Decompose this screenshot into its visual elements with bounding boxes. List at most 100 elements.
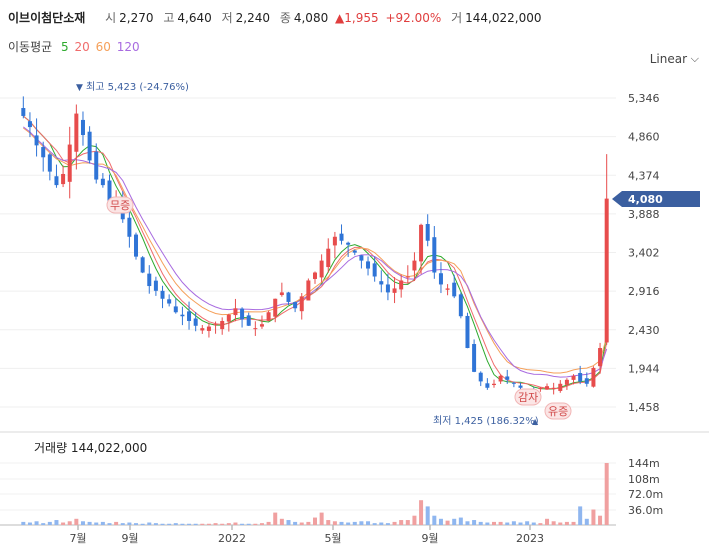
event-badge-1[interactable]: 무증 xyxy=(106,196,134,214)
stock-name: 이브이첨단소재 xyxy=(8,11,86,25)
volume-bar xyxy=(67,521,72,525)
candle-body xyxy=(226,314,231,322)
candle-body xyxy=(293,302,298,309)
volume-bar xyxy=(273,512,278,525)
volume-bar xyxy=(299,522,304,525)
volume-bar xyxy=(339,521,344,525)
max-annotation: ▼ 최고 5,423 (-24.76%) xyxy=(76,81,189,93)
scale-toggle[interactable]: Linear xyxy=(649,52,687,66)
change-percent: +92.00% xyxy=(385,11,442,25)
volume-bar xyxy=(127,522,132,525)
candle-body xyxy=(392,288,397,293)
volume-bar xyxy=(472,520,477,525)
candle-body xyxy=(259,324,264,327)
candle-body xyxy=(584,378,589,384)
candle-body xyxy=(558,383,563,391)
y-tick-label: 5,346 xyxy=(628,92,660,105)
candle-body xyxy=(425,224,430,241)
candle-body xyxy=(491,383,496,386)
volume-bar xyxy=(551,521,556,525)
candle-body xyxy=(153,280,158,291)
candle-body xyxy=(366,261,371,269)
volume-bar xyxy=(259,523,264,525)
volume-bar xyxy=(359,521,364,525)
volume-bar xyxy=(61,522,66,525)
open-label: 시 xyxy=(105,11,117,25)
volume-bar xyxy=(54,520,59,525)
candle-body xyxy=(326,248,331,268)
candle-body xyxy=(598,348,603,367)
candle-body xyxy=(140,257,145,273)
min-annotation: 최저 1,425 (186.32%) ▲ xyxy=(433,415,539,427)
y-axis: 1,458 1,944 2,430 2,916 3,402 3,888 4,374 4,860… xyxy=(628,92,660,414)
candle-body xyxy=(100,178,105,186)
candle-body xyxy=(313,272,317,279)
volume-bar xyxy=(193,523,198,525)
candle-body xyxy=(485,383,490,388)
min-annotation-label: 최저 1,425 (186.32%) xyxy=(433,415,539,427)
ma-120-label: 120 xyxy=(116,40,140,54)
volume-bar xyxy=(153,523,158,525)
y-tick-label: 3,888 xyxy=(628,208,660,221)
candle-body xyxy=(147,273,152,287)
volume-bars xyxy=(21,463,609,525)
volume-bar xyxy=(604,463,609,525)
candle-body xyxy=(372,263,377,277)
low-label: 저 xyxy=(221,11,233,25)
volume-bar xyxy=(180,523,185,525)
volume-bar xyxy=(332,521,337,525)
candle-body xyxy=(87,131,92,161)
volume-bar xyxy=(571,521,576,525)
volume-bar xyxy=(405,520,410,525)
candle-body xyxy=(206,326,211,331)
x-axis: 7월 9월 2022 5월 9월 2023 xyxy=(0,524,616,545)
event-badge-2[interactable]: 감자 xyxy=(514,388,542,406)
moving-average-legend[interactable]: 이동평균 5 20 60 120 xyxy=(8,38,145,55)
candle-body xyxy=(94,151,99,180)
candle-body xyxy=(511,382,516,384)
volume-bar xyxy=(392,521,397,525)
volume-tick-label: 36.0m xyxy=(628,504,663,517)
chevron-down-icon[interactable]: ⌵ xyxy=(690,52,699,65)
candle-body xyxy=(445,288,450,290)
y-tick-label: 1,944 xyxy=(628,362,660,375)
x-tick-label: 9월 xyxy=(121,532,138,545)
candle-body xyxy=(472,344,477,372)
volume-bar xyxy=(120,523,125,525)
candle-body xyxy=(240,308,245,320)
candle-body xyxy=(127,217,132,237)
candle-body xyxy=(180,314,185,317)
candle-body xyxy=(279,292,284,296)
volume-bar xyxy=(419,500,424,525)
volume-bar xyxy=(213,523,218,525)
candle-body xyxy=(458,294,463,317)
candle-body xyxy=(551,387,556,389)
candle-body xyxy=(332,236,337,246)
candle-body xyxy=(173,306,178,313)
candle-body xyxy=(21,108,26,116)
candle-body xyxy=(432,237,437,273)
volume-bar xyxy=(279,518,284,525)
volume-label: 거 xyxy=(451,11,463,25)
volume-tick-label: 108m xyxy=(628,473,660,486)
volume-bar xyxy=(47,521,52,525)
candle-body xyxy=(478,372,483,382)
event-label-3: 유증 xyxy=(548,405,568,418)
y-tick-label: 2,430 xyxy=(628,324,660,337)
y-tick-label: 3,402 xyxy=(628,247,660,260)
candle-body xyxy=(452,282,457,297)
svg-text:▲: ▲ xyxy=(532,417,539,426)
volume-panel-title: 거래량 144,022,000 xyxy=(34,441,147,455)
candle-body xyxy=(352,250,357,253)
candle-body xyxy=(286,292,291,302)
event-label-1: 무증 xyxy=(110,199,130,212)
candle-body xyxy=(213,324,218,326)
event-badge-3[interactable]: 유증 xyxy=(544,402,572,420)
volume-bar xyxy=(432,515,437,525)
candle-body xyxy=(67,144,72,182)
volume-bar xyxy=(491,521,496,525)
close-label: 종 xyxy=(279,11,291,25)
candle-body xyxy=(545,386,550,390)
candle-body xyxy=(385,284,390,293)
